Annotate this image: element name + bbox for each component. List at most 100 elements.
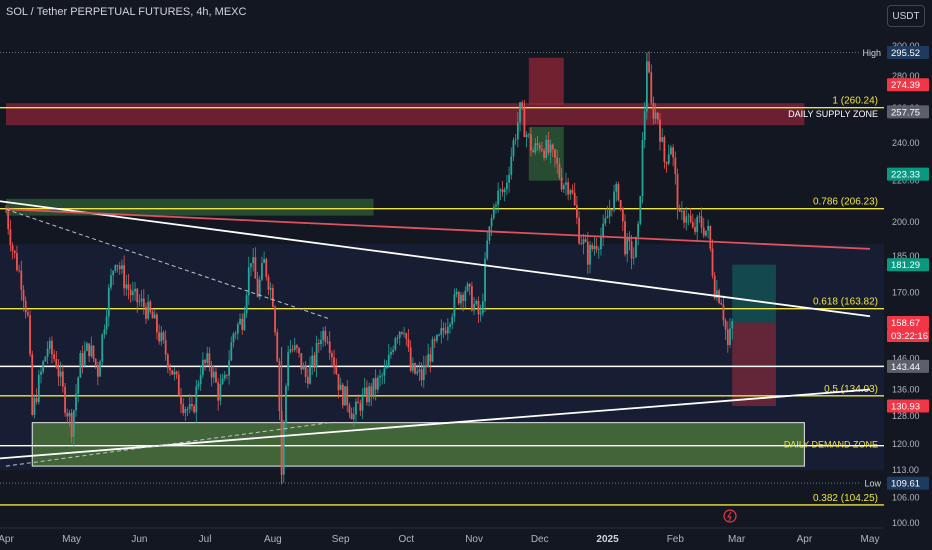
candle-body-96 bbox=[215, 371, 217, 383]
candle-body-173 bbox=[383, 368, 386, 376]
candle-body-56 bbox=[127, 284, 130, 290]
candle-body-217 bbox=[479, 313, 482, 315]
price-tag-6: 158.67 bbox=[891, 318, 920, 329]
candle-body-160 bbox=[355, 401, 357, 415]
candle-body-268 bbox=[591, 245, 594, 250]
candle-body-321 bbox=[707, 225, 710, 231]
y-tick-1: 106.00 bbox=[892, 493, 920, 503]
candle-body-139 bbox=[309, 364, 311, 384]
x-tick-0: Apr bbox=[0, 534, 14, 545]
candle-body-112 bbox=[250, 263, 252, 268]
candle-body-38 bbox=[88, 343, 91, 357]
candle-body-208 bbox=[460, 294, 462, 304]
candle-body-103 bbox=[230, 342, 233, 361]
candle-body-98 bbox=[219, 384, 222, 401]
candle-body-270 bbox=[595, 245, 598, 250]
candle-body-285 bbox=[628, 236, 631, 242]
candle-body-102 bbox=[228, 360, 231, 376]
zone-0 bbox=[6, 103, 805, 126]
price-tag-bg-6 bbox=[887, 316, 929, 330]
candle-body-49 bbox=[112, 270, 115, 276]
candle-body-137 bbox=[304, 365, 307, 377]
candle-body-184 bbox=[407, 339, 410, 348]
candle-body-79 bbox=[177, 374, 180, 396]
candle-body-74 bbox=[166, 354, 169, 368]
candle-body-77 bbox=[173, 371, 176, 375]
y-tick-8: 170.00 bbox=[892, 288, 920, 298]
candle-body-194 bbox=[429, 354, 432, 362]
candle-body-140 bbox=[311, 355, 314, 365]
candle-body-50 bbox=[114, 265, 117, 271]
candle-body-230 bbox=[508, 174, 510, 183]
candle-body-117 bbox=[261, 263, 263, 280]
candle-body-130 bbox=[289, 349, 292, 353]
candle-body-13 bbox=[33, 398, 36, 415]
candle-body-303 bbox=[667, 154, 670, 164]
candle-body-229 bbox=[506, 182, 508, 190]
candle-body-329 bbox=[724, 320, 727, 330]
candle-body-35 bbox=[81, 353, 84, 366]
candle-body-14 bbox=[35, 398, 38, 402]
candle-body-300 bbox=[661, 137, 664, 142]
candle-body-232 bbox=[512, 140, 515, 157]
candle-body-302 bbox=[665, 162, 668, 164]
candle-body-200 bbox=[442, 328, 445, 331]
candle-body-25 bbox=[59, 371, 62, 377]
event-marker-icon bbox=[723, 509, 737, 523]
candle-body-82 bbox=[184, 409, 187, 413]
candle-body-262 bbox=[578, 217, 580, 244]
candle-body-218 bbox=[481, 301, 484, 314]
candle-body-176 bbox=[390, 351, 392, 355]
candle-body-156 bbox=[346, 386, 349, 406]
candle-body-309 bbox=[680, 210, 683, 212]
candle-body-297 bbox=[654, 112, 657, 119]
candle-body-211 bbox=[466, 283, 469, 291]
y-tick-2: 113.00 bbox=[892, 465, 919, 475]
candle-body-99 bbox=[221, 378, 224, 385]
x-tick-1: May bbox=[62, 534, 81, 545]
candle-body-227 bbox=[501, 189, 504, 193]
candle-body-5 bbox=[16, 253, 18, 270]
price-tag-bg-1 bbox=[887, 46, 929, 60]
candle-body-10 bbox=[26, 312, 29, 316]
candle-body-295 bbox=[650, 72, 653, 103]
candle-body-90 bbox=[201, 359, 204, 376]
zone-label-1: DAILY DEMAND ZONE bbox=[784, 439, 878, 449]
candle-body-12 bbox=[31, 354, 34, 415]
candle-body-134 bbox=[298, 347, 301, 354]
candle-body-100 bbox=[223, 374, 226, 379]
level-label-0: 1 (260.24) bbox=[832, 96, 878, 107]
candle-body-202 bbox=[446, 326, 449, 334]
candle-body-138 bbox=[306, 376, 309, 384]
candle-body-52 bbox=[118, 266, 121, 270]
candle-body-259 bbox=[571, 190, 574, 193]
candle-body-20 bbox=[48, 340, 51, 349]
candle-body-127 bbox=[282, 423, 285, 475]
candle-body-6 bbox=[18, 269, 21, 271]
candle-body-146 bbox=[324, 330, 327, 342]
price-tag-8: 143.44 bbox=[891, 362, 920, 373]
candle-body-141 bbox=[313, 355, 316, 368]
candle-body-57 bbox=[129, 289, 132, 296]
candle-body-4 bbox=[13, 250, 16, 254]
candle-body-83 bbox=[186, 409, 189, 410]
candle-body-224 bbox=[495, 204, 497, 207]
price-tag-bg-7 bbox=[887, 329, 929, 343]
candle-body-149 bbox=[331, 353, 333, 358]
candle-body-164 bbox=[363, 387, 366, 395]
zone-1 bbox=[31, 422, 805, 467]
candle-body-80 bbox=[180, 395, 182, 405]
candle-body-175 bbox=[387, 354, 390, 367]
y-axis-bg bbox=[884, 0, 932, 550]
candle-body-210 bbox=[464, 290, 467, 301]
x-tick-7: Nov bbox=[465, 534, 483, 545]
price-tag-bg-3 bbox=[887, 105, 929, 119]
price-tag-bg-2 bbox=[887, 78, 929, 92]
y-tick-6: 146.00 bbox=[892, 354, 920, 364]
x-tick-5: Sep bbox=[332, 534, 350, 545]
currency-button[interactable]: USDT bbox=[887, 5, 925, 27]
candle-body-30 bbox=[70, 412, 73, 437]
price-tag-2: 274.39 bbox=[891, 80, 920, 91]
candle-body-1 bbox=[7, 211, 10, 230]
